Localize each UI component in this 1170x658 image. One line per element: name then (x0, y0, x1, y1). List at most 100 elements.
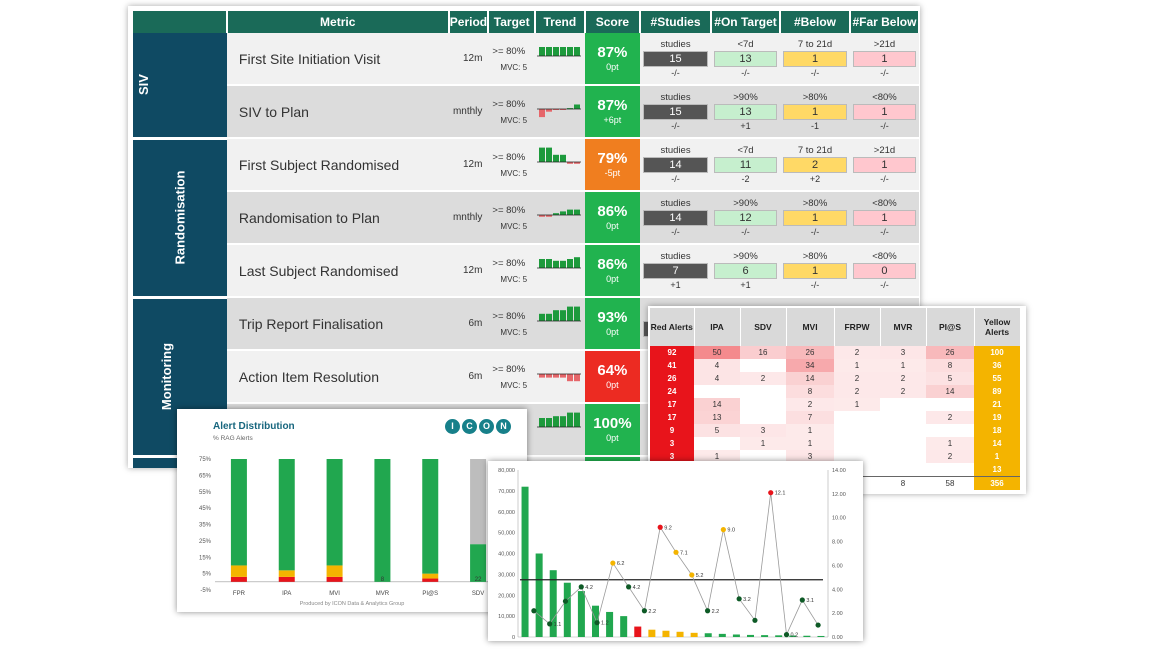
distribution-bar-segment[interactable] (230, 459, 247, 566)
volume-bar[interactable] (662, 630, 670, 637)
column-header[interactable]: Score (584, 11, 642, 33)
distribution-bar-segment[interactable] (326, 459, 343, 566)
metric-row[interactable]: Last Subject Randomised 12m >= 80% MVC: 5 86… (133, 244, 919, 298)
volume-bar[interactable] (535, 553, 543, 638)
target-value: >= 80% (492, 46, 526, 57)
alerts-header[interactable]: MVI (786, 308, 835, 346)
rate-point[interactable] (594, 620, 600, 626)
score-cell[interactable]: 79% -5pt (584, 138, 641, 192)
rate-point[interactable] (720, 527, 726, 533)
rate-point[interactable] (768, 490, 774, 496)
rate-point[interactable] (610, 560, 616, 566)
metric-row[interactable]: Randomisation First Subject Randomised 12m… (133, 138, 919, 299)
alerts-header[interactable]: Yellow Alerts (974, 308, 1021, 346)
volume-bar[interactable] (704, 633, 712, 637)
score-cell[interactable]: 100% 0pt (584, 403, 641, 457)
alerts-header[interactable]: MVR (880, 308, 927, 346)
volume-bar[interactable] (761, 635, 769, 637)
rate-point[interactable] (547, 621, 553, 627)
stat-change: -/- (810, 226, 820, 237)
score-value: 87% (597, 96, 628, 114)
distribution-bar-segment[interactable] (374, 459, 391, 582)
column-header[interactable]: Period (448, 11, 490, 33)
alerts-header[interactable]: IPA (694, 308, 741, 346)
rate-point[interactable] (657, 524, 663, 530)
score-cell[interactable]: 87% 0pt (584, 33, 641, 86)
rate-point[interactable] (626, 584, 632, 590)
column-header[interactable]: Target (488, 11, 536, 33)
metric-row[interactable]: SIV to Plan mnthly >= 80% MVC: 5 87% +6pt stud… (133, 85, 919, 139)
column-header[interactable]: #Far Below (849, 11, 920, 33)
distribution-bar-segment[interactable] (278, 459, 295, 571)
rate-point[interactable] (799, 597, 805, 603)
volume-bar[interactable] (732, 634, 740, 637)
distribution-bar-segment[interactable] (422, 573, 439, 579)
distribution-bar-segment[interactable] (470, 544, 487, 582)
trend-bar (574, 47, 580, 56)
volume-bar[interactable] (718, 633, 726, 637)
y-tick-label: 15% (199, 555, 212, 561)
distribution-bar-segment[interactable] (278, 576, 295, 582)
metric-row[interactable]: SIV First Site Initiation Visit 12m >= 80% M… (133, 33, 919, 140)
metric-period: 12m (448, 33, 489, 86)
distribution-bar-segment[interactable] (470, 459, 487, 545)
score-cell[interactable]: 93% 0pt (584, 297, 641, 351)
distribution-bar-segment[interactable] (326, 565, 343, 577)
rate-point[interactable] (673, 549, 679, 555)
column-header[interactable]: #Below (780, 11, 851, 33)
volume-bar[interactable] (620, 616, 628, 637)
stat-below: >80% 1 -/- (780, 244, 850, 298)
metric-row[interactable]: Randomisation to Plan mnthly >= 80% MVC: 5 8… (133, 191, 919, 245)
rate-point[interactable] (531, 608, 537, 614)
column-header[interactable]: Metric (226, 11, 450, 33)
distribution-bar-segment[interactable] (278, 570, 295, 577)
distribution-bar-segment[interactable] (230, 576, 247, 582)
distribution-bar-segment[interactable] (326, 576, 343, 582)
alerts-header[interactable]: FRPW (834, 308, 881, 346)
score-cell[interactable]: 64% 0pt (584, 350, 641, 404)
rate-point[interactable] (578, 584, 584, 590)
rate-point[interactable] (752, 617, 758, 623)
volume-bar[interactable] (563, 582, 571, 637)
rate-point[interactable] (783, 632, 790, 638)
volume-bar[interactable] (634, 626, 642, 637)
volume-bar[interactable] (803, 635, 811, 637)
rate-point[interactable] (704, 608, 711, 614)
alerts-cell: 8 (926, 359, 974, 372)
rate-point[interactable] (736, 596, 742, 602)
distribution-bar-segment[interactable] (422, 578, 439, 582)
column-header[interactable]: #On Target (711, 11, 782, 33)
volume-bar[interactable] (789, 635, 797, 637)
trend-cell (535, 85, 585, 139)
y-right-tick: 14.00 (832, 468, 846, 474)
volume-bar[interactable] (775, 635, 783, 637)
volume-bar[interactable] (690, 632, 698, 637)
score-cell[interactable]: 86% 0pt (584, 244, 641, 298)
trend-bar (539, 215, 545, 217)
score-cell[interactable]: 87% +6pt (584, 85, 641, 139)
column-header[interactable]: #Studies (640, 11, 713, 33)
distribution-bar-segment[interactable] (422, 459, 439, 574)
alerts-header[interactable]: SDV (740, 308, 787, 346)
trend-bar (546, 215, 552, 217)
volume-bar[interactable] (606, 611, 614, 637)
volume-bar[interactable] (817, 635, 825, 637)
alerts-header[interactable]: Red Alerts (650, 308, 695, 346)
volume-bar[interactable] (648, 629, 656, 637)
volume-bar[interactable] (577, 591, 585, 637)
rate-point[interactable] (815, 622, 821, 628)
volume-bar[interactable] (676, 631, 684, 637)
volume-bar[interactable] (747, 634, 754, 637)
rate-point[interactable] (689, 572, 695, 578)
alerts-cell: 1 (974, 450, 1020, 463)
column-header[interactable]: Trend (535, 11, 586, 33)
score-cell[interactable]: 86% 0pt (584, 191, 641, 245)
rate-point[interactable] (641, 608, 648, 614)
volume-bar[interactable] (521, 486, 529, 637)
mvc-value: MVC: 5 (500, 169, 528, 178)
alerts-header[interactable]: PI@S (926, 308, 975, 346)
volume-bar[interactable] (549, 570, 557, 637)
distribution-bar-segment[interactable] (230, 565, 247, 577)
stat-change: -/- (671, 120, 680, 131)
rate-point[interactable] (562, 598, 569, 604)
